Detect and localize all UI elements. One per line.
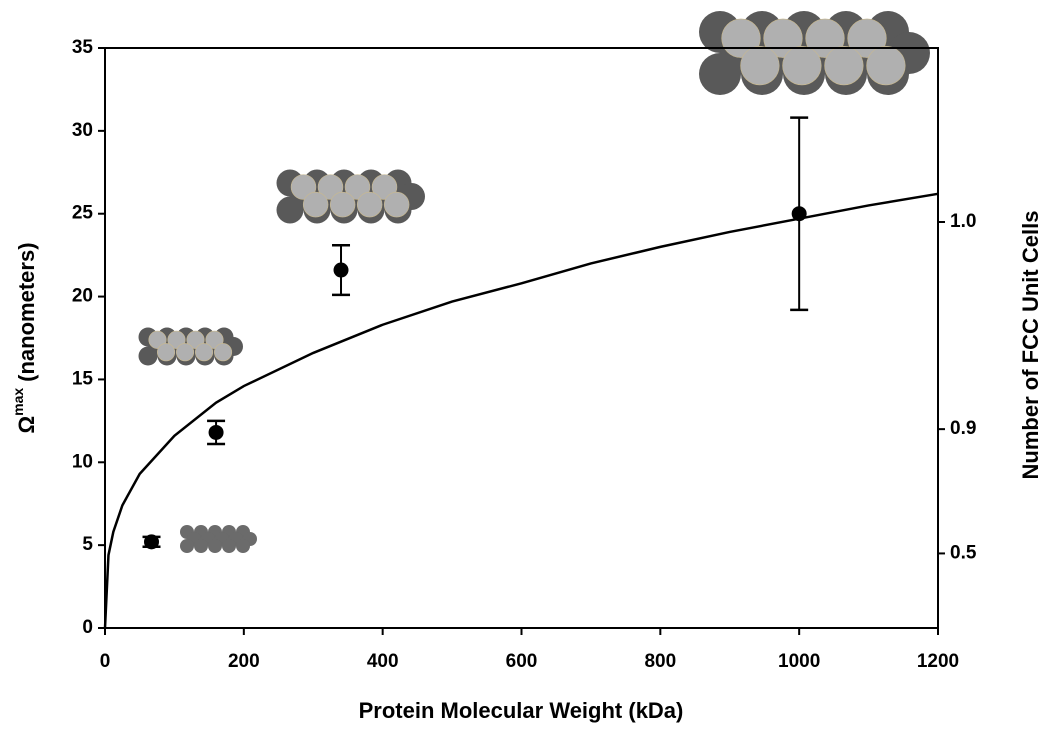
y-tick-label: 10 <box>72 451 93 472</box>
sphere <box>214 343 233 362</box>
sphere <box>194 539 208 553</box>
sphere <box>302 191 329 218</box>
y-label-superscript: max <box>10 388 26 416</box>
y-tick-label: 0 <box>82 617 93 638</box>
sphere <box>180 539 194 553</box>
x-tick-label: 1000 <box>778 651 820 672</box>
y-label-text: (nanometers) <box>14 242 39 381</box>
y2-tick-label: 0.9 <box>950 418 976 439</box>
sphere <box>317 174 344 200</box>
y-axis-label: Ωmax (nanometers) <box>10 242 39 433</box>
sphere <box>222 539 236 553</box>
sphere <box>157 343 176 362</box>
x-tick-label: 0 <box>100 651 111 672</box>
y-tick-label: 30 <box>72 120 93 141</box>
data-point <box>144 534 160 550</box>
y-tick-label: 5 <box>82 534 93 555</box>
sphere <box>329 191 356 218</box>
sphere <box>290 174 317 200</box>
y2-tick-label: 1.0 <box>950 211 976 232</box>
sphere <box>356 191 383 218</box>
sphere <box>344 174 371 200</box>
sphere <box>371 174 398 200</box>
sphere <box>276 196 304 224</box>
x-axis-label: Protein Molecular Weight (kDa) <box>359 698 684 723</box>
x-tick-label: 1200 <box>917 651 959 672</box>
data-point <box>333 262 349 278</box>
sphere <box>866 45 906 86</box>
data-point <box>791 206 807 222</box>
y2-axis-label: Number of FCC Unit Cells <box>1018 211 1043 480</box>
y2-tick-label: 0.5 <box>950 542 977 563</box>
sphere <box>699 53 741 95</box>
sphere <box>740 45 780 86</box>
sphere <box>236 539 250 553</box>
y-tick-label: 15 <box>72 368 94 389</box>
y-tick-label: 35 <box>72 37 94 58</box>
data-point <box>208 424 224 440</box>
y-tick-label: 20 <box>72 286 93 307</box>
sphere <box>176 343 195 362</box>
y-label-symbol: Ω <box>14 416 39 434</box>
sphere <box>138 346 158 366</box>
curve <box>103 192 939 629</box>
sphere <box>824 45 864 86</box>
sphere <box>383 191 410 218</box>
sphere <box>782 45 822 86</box>
fcc-illustrations <box>138 11 930 553</box>
x-tick-label: 600 <box>506 651 538 672</box>
sphere <box>195 343 214 362</box>
x-tick-label: 400 <box>367 651 399 672</box>
y-tick-label: 25 <box>72 203 94 224</box>
x-tick-label: 200 <box>228 651 260 672</box>
sphere <box>208 539 222 553</box>
x-tick-label: 800 <box>644 651 676 672</box>
